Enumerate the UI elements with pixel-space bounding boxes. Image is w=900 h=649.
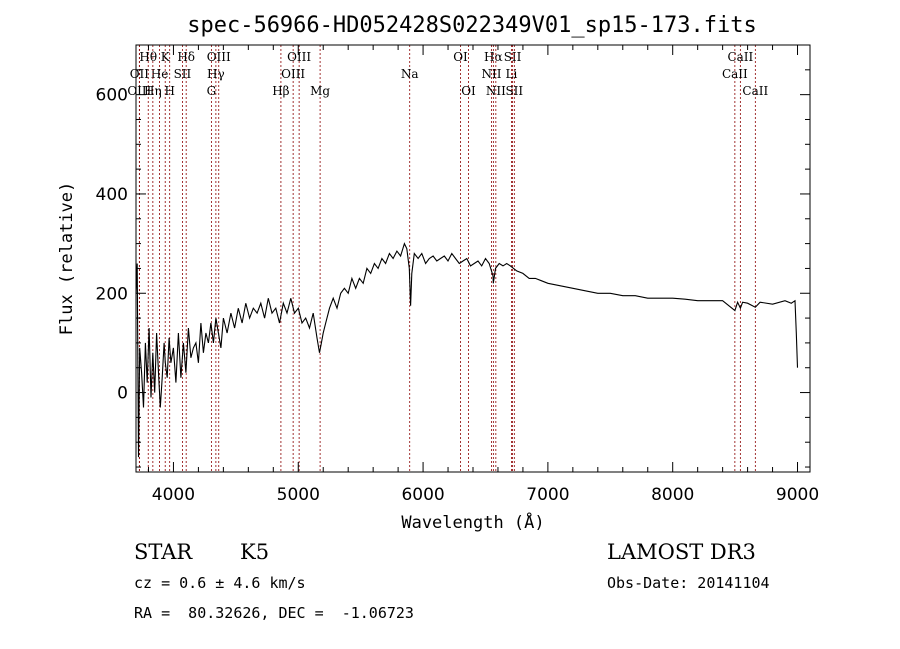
survey-name: LAMOST DR3 bbox=[607, 540, 756, 564]
spectral-line-label: OIII bbox=[281, 67, 305, 81]
x-tick-label: 9000 bbox=[776, 485, 819, 505]
y-axis-label: Flux (relative) bbox=[57, 182, 77, 336]
x-tick-label: 5000 bbox=[277, 485, 320, 505]
spectral-line-label: Mg bbox=[310, 84, 330, 98]
object-subclass: K5 bbox=[240, 540, 270, 564]
y-tick-label: 600 bbox=[96, 86, 128, 106]
x-tick-label: 6000 bbox=[401, 485, 444, 505]
object-type: STAR bbox=[134, 540, 193, 564]
redshift-info: cz = 0.6 ± 4.6 km/s bbox=[134, 574, 306, 592]
plot-frame bbox=[135, 44, 811, 473]
spectral-line-label: NII bbox=[481, 67, 501, 81]
spectral-line-label: OIII bbox=[287, 50, 311, 64]
spectral-line-label: Hβ bbox=[272, 84, 289, 98]
spectral-line-label: Hα bbox=[484, 50, 503, 64]
spectral-line-label: OI bbox=[453, 50, 468, 64]
obs-date: Obs-Date: 20141104 bbox=[607, 574, 770, 592]
spectral-line-label: CaII bbox=[727, 50, 753, 64]
x-tick-label: 8000 bbox=[651, 485, 694, 505]
spectral-line-label: SII bbox=[504, 50, 522, 64]
spectral-line-label: OIII bbox=[207, 50, 231, 64]
spectral-line-label: K bbox=[161, 50, 171, 64]
chart-title: spec-56966-HD052428S022349V01_sp15-173.f… bbox=[187, 13, 757, 38]
spectral-line-label: CaII bbox=[742, 84, 768, 98]
y-tick-label: 0 bbox=[117, 384, 128, 404]
spectral-line-label: SII bbox=[505, 84, 523, 98]
x-axis-label: Wavelength (Å) bbox=[401, 511, 544, 533]
spectral-line-label: H bbox=[164, 84, 174, 98]
spectral-line-label: Hθ bbox=[139, 50, 157, 64]
x-tick-label: 7000 bbox=[526, 485, 569, 505]
spectral-line-label: G bbox=[207, 84, 217, 98]
spectral-line-label: CaII bbox=[722, 67, 748, 81]
spectral-line-label: Hγ bbox=[207, 67, 225, 81]
axis-ticks-layer: 4000 5000 6000 7000 8000 9000 0 200 400 600 bbox=[96, 44, 819, 505]
spectral-line-label: Hη bbox=[144, 84, 162, 98]
coordinates: RA = 80.32626, DEC = -1.06723 bbox=[134, 604, 414, 622]
spectral-line-label: SII bbox=[174, 67, 192, 81]
x-tick-label: 4000 bbox=[152, 485, 195, 505]
y-tick-label: 400 bbox=[96, 185, 128, 205]
y-tick-label: 200 bbox=[96, 284, 128, 304]
flux-series-line bbox=[135, 242, 799, 458]
spectral-line-label: Li bbox=[506, 67, 518, 81]
spectral-line-label: OI bbox=[461, 84, 476, 98]
spectral-line-label: Na bbox=[401, 67, 419, 81]
spectral-line-label: He bbox=[151, 67, 169, 81]
spectral-line-label: NII bbox=[486, 84, 506, 98]
spectral-line-label: Hδ bbox=[177, 50, 195, 64]
